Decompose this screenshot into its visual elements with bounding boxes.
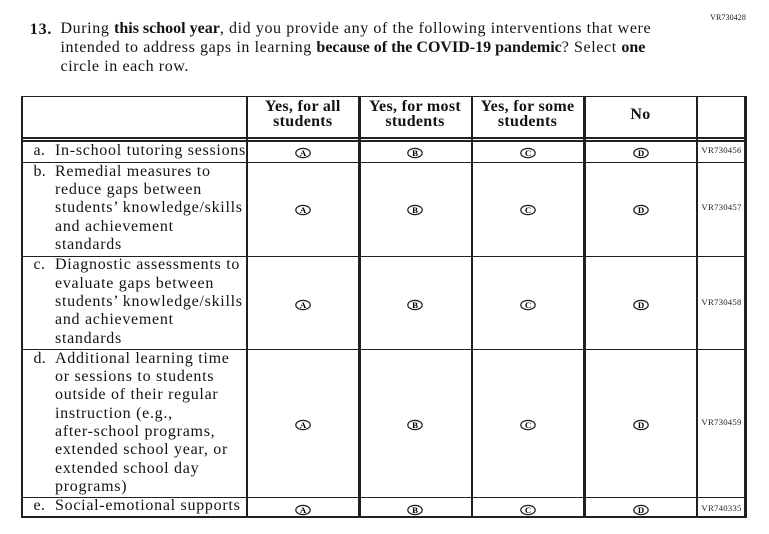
- svg-text:C: C: [524, 205, 530, 215]
- svg-text:D: D: [637, 419, 643, 429]
- svg-text:A: A: [300, 505, 307, 515]
- svg-text:A: A: [300, 300, 307, 310]
- svg-text:A: A: [300, 419, 307, 429]
- svg-text:D: D: [637, 205, 643, 215]
- svg-text:A: A: [300, 205, 307, 215]
- svg-text:D: D: [637, 148, 643, 158]
- svg-text:A: A: [300, 148, 307, 158]
- svg-text:C: C: [524, 300, 530, 310]
- svg-text:B: B: [412, 505, 418, 515]
- svg-text:B: B: [412, 419, 418, 429]
- svg-text:D: D: [637, 505, 643, 515]
- svg-text:B: B: [412, 148, 418, 158]
- svg-text:B: B: [412, 205, 418, 215]
- svg-text:C: C: [524, 419, 530, 429]
- svg-text:D: D: [637, 300, 643, 310]
- svg-text:C: C: [524, 505, 530, 515]
- svg-text:B: B: [412, 300, 418, 310]
- svg-text:C: C: [524, 148, 530, 158]
